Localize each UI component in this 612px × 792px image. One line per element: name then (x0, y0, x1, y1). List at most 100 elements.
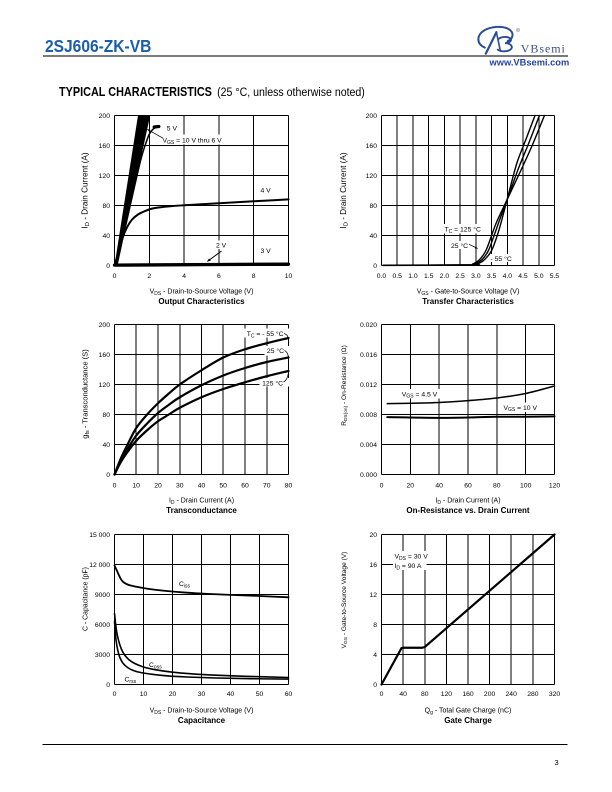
svg-text:0: 0 (113, 273, 117, 280)
svg-text:Coss​: Coss​ (149, 662, 162, 670)
svg-text:Output Characteristics: Output Characteristics (158, 297, 245, 306)
svg-text:10: 10 (140, 691, 148, 698)
svg-text:60: 60 (464, 483, 472, 490)
svg-text:20: 20 (369, 532, 377, 539)
svg-text:0.016: 0.016 (360, 352, 377, 359)
svg-text:9000: 9000 (95, 592, 110, 599)
svg-text:2.0: 2.0 (440, 273, 450, 280)
svg-text:VGS​ - Gate-to-Source Voltage: VGS​ - Gate-to-Source Voltage (V) (417, 289, 520, 297)
svg-text:VGS​ - Gate-to-Source Voltage: VGS​ - Gate-to-Source Voltage (V) (341, 552, 349, 649)
svg-text:320: 320 (549, 691, 561, 698)
svg-text:5.5: 5.5 (550, 273, 560, 280)
svg-text:0: 0 (113, 691, 117, 698)
svg-text:0: 0 (373, 682, 377, 689)
svg-text:20: 20 (407, 483, 415, 490)
svg-text:4: 4 (373, 652, 377, 659)
svg-text:60: 60 (241, 483, 249, 490)
svg-text:gfs​ - Transconductance (S): gfs​ - Transconductance (S) (81, 349, 91, 439)
svg-text:0: 0 (113, 483, 117, 490)
svg-text:RDS(on)​ - On-Resistance (Ω): RDS(on)​ - On-Resistance (Ω) (341, 345, 349, 426)
svg-text:1.5: 1.5 (424, 273, 434, 280)
svg-text:3.0: 3.0 (471, 273, 481, 280)
svg-text:ID​ - Drain Current (A): ID​ - Drain Current (A) (81, 152, 91, 228)
svg-text:Transfer Characteristics: Transfer Characteristics (422, 297, 514, 306)
svg-text:VDS​ = 30 V: VDS​ = 30 V (395, 554, 429, 562)
svg-text:TC​ = - 55 °C: TC​ = - 55 °C (247, 330, 284, 339)
svg-text:80: 80 (421, 691, 429, 698)
svg-text:5 V: 5 V (167, 126, 178, 133)
svg-text:VDS​ - Drain-to-Source Voltage: VDS​ - Drain-to-Source Voltage (V) (150, 289, 254, 297)
svg-text:4.5: 4.5 (518, 273, 528, 280)
svg-text:20: 20 (169, 691, 177, 698)
svg-text:Gate Charge: Gate Charge (444, 716, 492, 725)
svg-text:25 °C: 25 °C (267, 347, 284, 355)
svg-text:6000: 6000 (95, 622, 110, 629)
svg-text:0.5: 0.5 (392, 273, 402, 280)
svg-text:120: 120 (366, 173, 378, 180)
svg-text:0.0: 0.0 (377, 273, 387, 280)
svg-text:4: 4 (182, 273, 186, 280)
svg-text:ID​ - Drain Current (A): ID​ - Drain Current (A) (169, 498, 234, 506)
svg-text:0: 0 (373, 263, 377, 270)
svg-text:50: 50 (219, 483, 227, 490)
svg-text:1.0: 1.0 (408, 273, 418, 280)
svg-text:2: 2 (147, 273, 151, 280)
svg-text:80: 80 (102, 412, 110, 419)
svg-text:80: 80 (102, 203, 110, 210)
svg-text:TC​ = 125 °C: TC​ = 125 °C (445, 226, 481, 235)
svg-text:40: 40 (369, 233, 377, 240)
svg-text:120: 120 (99, 173, 111, 180)
svg-text:0.008: 0.008 (360, 412, 377, 419)
svg-text:4.0: 4.0 (503, 273, 513, 280)
svg-text:40: 40 (435, 483, 443, 490)
svg-text:100: 100 (520, 483, 532, 490)
svg-text:200: 200 (366, 113, 378, 120)
svg-text:VGS​ = 10 V thru 6 V: VGS​ = 10 V thru 6 V (163, 138, 223, 146)
svg-text:200: 200 (484, 691, 496, 698)
svg-text:0.000: 0.000 (360, 472, 377, 479)
svg-text:ID​ = 90 A: ID​ = 90 A (395, 563, 422, 571)
svg-text:Qg​ - Total Gate Charge (nC): Qg​ - Total Gate Charge (nC) (425, 708, 512, 716)
svg-text:200: 200 (99, 113, 111, 120)
svg-text:12 000: 12 000 (89, 562, 110, 569)
svg-text:C - Capacitance (pF): C - Capacitance (pF) (82, 567, 89, 631)
svg-text:12: 12 (369, 592, 377, 599)
svg-text:160: 160 (366, 143, 378, 150)
svg-text:On-Resistance vs. Drain Curren: On-Resistance vs. Drain Current (406, 506, 529, 515)
svg-text:40: 40 (102, 233, 110, 240)
svg-text:280: 280 (527, 691, 539, 698)
svg-text:3000: 3000 (95, 652, 110, 659)
svg-text:40: 40 (198, 483, 206, 490)
svg-text:5.0: 5.0 (534, 273, 544, 280)
svg-text:10: 10 (132, 483, 140, 490)
svg-text:40: 40 (399, 691, 407, 698)
svg-text:120: 120 (99, 382, 111, 389)
svg-text:120: 120 (441, 691, 453, 698)
svg-text:ID​ - Drain Current (A): ID​ - Drain Current (A) (339, 152, 349, 228)
svg-text:0.004: 0.004 (360, 442, 377, 449)
svg-text:30: 30 (198, 691, 206, 698)
svg-text:160: 160 (462, 691, 474, 698)
svg-text:VDS​ - Drain-to-Source Voltage: VDS​ - Drain-to-Source Voltage (V) (150, 708, 254, 716)
svg-text:www.VBsemi.com: www.VBsemi.com (489, 58, 570, 68)
svg-text:Crss​: Crss​ (125, 677, 137, 685)
svg-text:160: 160 (99, 352, 111, 359)
svg-text:3.5: 3.5 (487, 273, 497, 280)
svg-text:8: 8 (373, 622, 377, 629)
svg-text:3: 3 (555, 758, 559, 767)
svg-text:4 V: 4 V (261, 188, 272, 195)
svg-text:240: 240 (506, 691, 518, 698)
svg-text:0: 0 (106, 472, 110, 479)
svg-text:70: 70 (263, 483, 271, 490)
svg-text:VGS​ = 4.5 V: VGS​ = 4.5 V (402, 391, 438, 399)
svg-text:200: 200 (99, 322, 111, 329)
svg-text:0: 0 (106, 263, 110, 270)
svg-text:2 V: 2 V (216, 243, 227, 250)
svg-text:20: 20 (154, 483, 162, 490)
svg-text:Ciss​: Ciss​ (179, 581, 191, 589)
svg-text:Transconductance: Transconductance (166, 506, 237, 515)
svg-text:ID​ - Drain Current (A): ID​ - Drain Current (A) (435, 498, 500, 506)
svg-text:25 °C: 25 °C (451, 242, 468, 250)
svg-text:40: 40 (102, 442, 110, 449)
svg-text:0: 0 (106, 682, 110, 689)
